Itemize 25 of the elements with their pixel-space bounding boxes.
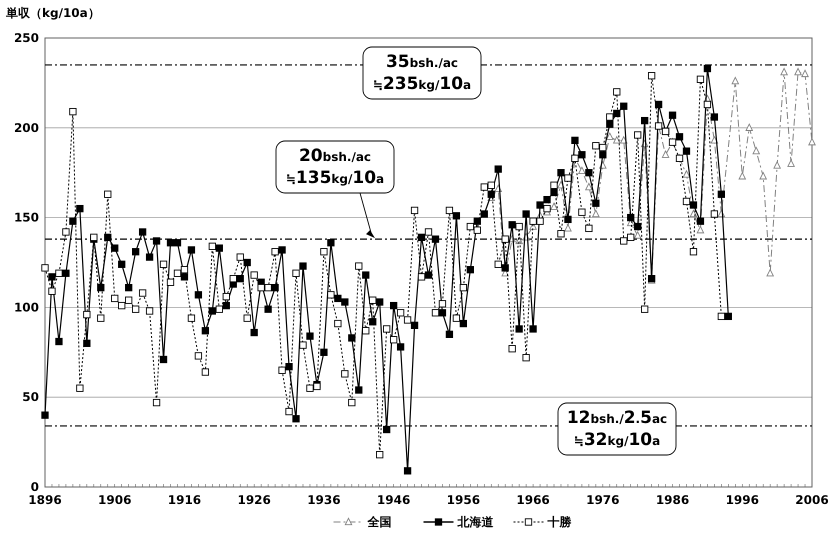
text: 35bsh./ac ≒235kg/10a xyxy=(372,52,472,94)
x-tick-label: 1896 xyxy=(28,493,62,507)
x-tick-label: 1906 xyxy=(98,493,132,507)
x-tick-label: 1996 xyxy=(726,493,759,507)
y-tick-label: 200 xyxy=(14,120,39,135)
legend-label: 十勝 xyxy=(546,515,572,529)
y-tick-label: 100 xyxy=(14,300,39,314)
x-tick-label: 1946 xyxy=(376,493,410,507)
x-tick-label: 1956 xyxy=(446,493,480,507)
y-tick-label: 0 xyxy=(30,480,39,494)
legend-label: 北海道 xyxy=(456,515,494,529)
y-tick-label: 250 xyxy=(14,31,39,45)
x-tick-label: 1976 xyxy=(586,493,620,507)
x-tick-label: 1986 xyxy=(656,493,690,507)
x-tick-label: 1916 xyxy=(168,493,202,507)
x-tick-label: 1926 xyxy=(237,493,271,507)
y-tick-label: 150 xyxy=(14,210,39,225)
text: 20bsh./ac ≒135kg/10a xyxy=(286,146,384,188)
x-tick-label: 2006 xyxy=(795,493,829,507)
y-tick-label: 50 xyxy=(22,390,39,404)
legend-label: 全国 xyxy=(366,515,392,529)
x-tick-label: 1936 xyxy=(307,493,341,507)
text: 12bsh./2.5ac ≒32kg/10a xyxy=(566,408,668,450)
x-tick-label: 1966 xyxy=(516,493,550,507)
y-axis-title: 単収（kg/10a） xyxy=(5,6,100,20)
